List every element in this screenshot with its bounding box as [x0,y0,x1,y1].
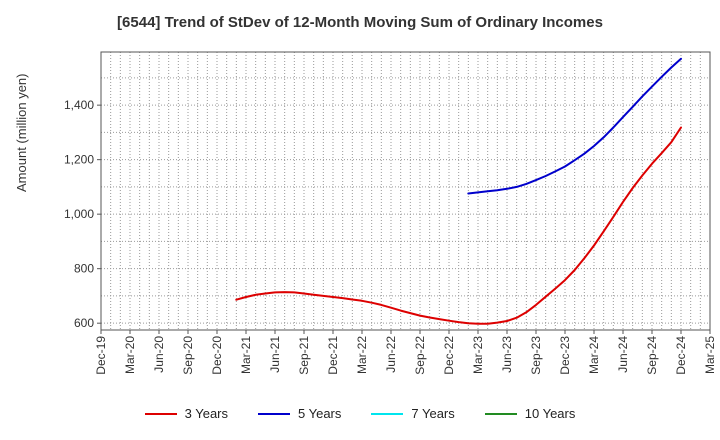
x-tick-label: Dec-22 [442,336,456,375]
legend-label-10-years: 10 Years [524,406,576,421]
legend-swatch-3-years [144,412,177,415]
legend-label-3-years: 3 Years [184,406,228,421]
x-tick-label: Mar-23 [471,336,485,374]
x-tick-label: Jun-24 [616,336,630,373]
x-tick-label: Dec-20 [210,336,224,375]
x-tick-label: Sep-22 [413,336,427,375]
x-tick-label: Sep-23 [529,336,543,375]
y-tick-label: 1,400 [64,98,94,112]
legend-swatch-10-years [484,412,517,415]
x-tick-label: Sep-20 [181,336,195,375]
y-tick-label: 1,000 [64,207,94,221]
series-line-5-years [467,57,682,195]
x-tick-label: Mar-20 [123,336,137,374]
legend-swatch-7-years [371,412,404,415]
legend-label-5-years: 5 Years [298,406,342,421]
y-tick-label: 800 [74,262,94,276]
chart-legend: 3 Years 5 Years 7 Years 10 Years [0,406,720,421]
chart-title: [6544] Trend of StDev of 12-Month Moving… [117,14,603,31]
x-tick-label: Jun-20 [152,336,166,373]
legend-label-7-years: 7 Years [411,406,455,421]
x-tick-label: Mar-22 [355,336,369,374]
x-tick-label: Sep-21 [297,336,311,375]
x-tick-label: Dec-23 [558,336,572,375]
x-tick-label: Dec-21 [326,336,340,375]
legend-item-7-years: 7 Years [371,406,455,421]
legend-item-5-years: 5 Years [258,406,341,421]
x-tick-label: Dec-19 [94,336,108,375]
x-tick-label: Mar-21 [239,336,253,374]
x-tick-label: Mar-25 [703,336,717,374]
legend-item-3-years: 3 Years [144,406,228,421]
series-line-3-years [235,126,682,325]
x-tick-label: Jun-23 [500,336,514,373]
x-tick-label: Jun-22 [384,336,398,373]
x-tick-label: Sep-24 [645,336,659,375]
y-tick-label: 1,200 [64,153,94,167]
x-tick-label: Jun-21 [268,336,282,373]
y-tick-label: 600 [74,316,94,330]
plot-area-frame [100,51,711,331]
x-tick-label: Dec-24 [674,336,688,375]
x-tick-label: Mar-24 [587,336,601,374]
legend-swatch-5-years [258,412,290,415]
legend-item-10-years: 10 Years [484,406,576,421]
